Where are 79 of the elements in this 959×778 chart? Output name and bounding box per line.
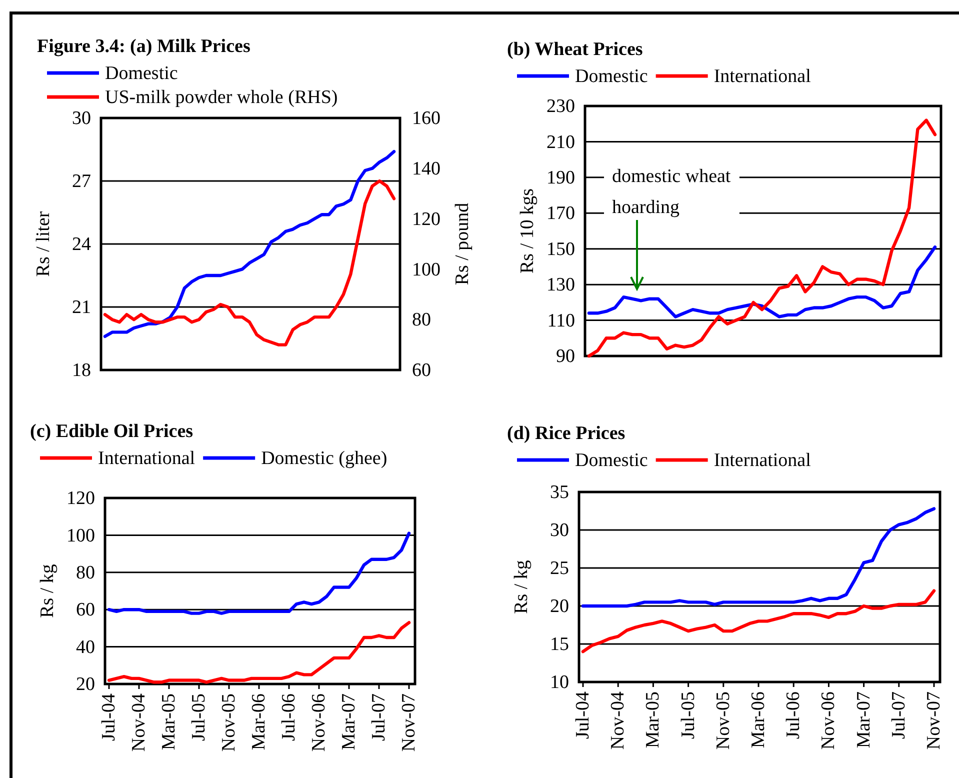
- y-tick-label: 150: [546, 238, 575, 260]
- x-tick-label: Mar-05: [642, 692, 664, 748]
- x-tick-label: Jul-07: [888, 692, 910, 739]
- y-tick-label: 25: [550, 558, 569, 580]
- line-series: [107, 532, 411, 615]
- x-tick-label: Nov-07: [924, 692, 944, 750]
- y-tick-label: 190: [546, 168, 575, 189]
- legend-label: International: [714, 450, 811, 471]
- line-series: [587, 118, 937, 358]
- x-tick-label: Jul-04: [98, 693, 120, 741]
- y-tick-label: 170: [546, 203, 575, 224]
- y-tick-label: 30: [72, 108, 91, 130]
- y-axis-title: Rs / 10 kgs: [517, 188, 538, 274]
- y-tick-label: 90: [556, 346, 575, 368]
- legend-label: US-milk powder whole (RHS): [105, 87, 338, 108]
- y-axis-title: Rs / kg: [511, 560, 532, 614]
- x-tick-label: Jul-07: [368, 694, 390, 741]
- y-tick-label: 80: [76, 562, 95, 584]
- x-tick-label: Mar-05: [158, 694, 180, 750]
- x-tick-label: Jul-06: [783, 692, 804, 739]
- annotation: domestic wheat hoarding: [612, 166, 732, 218]
- line-series: [107, 621, 411, 684]
- y2-tick-label: 160: [412, 108, 440, 130]
- legend-label: Domestic: [575, 66, 648, 87]
- line-series: [581, 507, 936, 608]
- y-tick-label: 10: [550, 672, 569, 694]
- x-tick-label: Mar-06: [748, 692, 769, 748]
- line-series: [103, 150, 396, 338]
- y-tick-label: 24: [72, 234, 92, 256]
- legend-label: Domestic (ghee): [261, 448, 388, 469]
- chart-title: (d) Rice Prices: [507, 423, 626, 444]
- x-tick-label: Jul-05: [678, 692, 699, 739]
- legend-label: Domestic: [575, 450, 648, 471]
- y-tick-label: 40: [76, 636, 95, 658]
- y2-tick-label: 60: [412, 360, 431, 382]
- y-tick-label: 20: [550, 596, 569, 618]
- y-tick-label: 18: [72, 360, 91, 382]
- x-tick-label: Jul-06: [278, 694, 300, 741]
- x-tick-label: Nov-06: [818, 692, 840, 750]
- y-tick-label: 20: [76, 674, 95, 696]
- legend-label: Domestic: [105, 63, 178, 84]
- x-tick-label: Nov-04: [608, 691, 629, 750]
- y2-tick-label: 80: [412, 310, 431, 331]
- y-axis-title: Rs / liter: [33, 210, 54, 277]
- y-tick-label: 110: [547, 310, 575, 332]
- y2-tick-label: 100: [412, 259, 440, 280]
- line-series: [581, 589, 936, 654]
- x-tick-label: Nov-06: [308, 694, 330, 752]
- line-series: [587, 245, 937, 318]
- y2-axis-title: Rs / pound: [452, 202, 473, 286]
- legend-label: International: [98, 448, 196, 469]
- y-tick-label: 230: [546, 96, 575, 118]
- x-tick-label: Mar-07: [338, 694, 360, 750]
- y-tick-label: 130: [546, 274, 575, 296]
- y2-tick-label: 120: [412, 208, 440, 230]
- y-tick-label: 120: [66, 488, 95, 510]
- x-tick-label: Mar-07: [853, 692, 874, 748]
- y-tick-label: 30: [550, 520, 569, 542]
- x-tick-label: Nov-07: [398, 694, 420, 752]
- y-tick-label: 35: [550, 482, 569, 504]
- y-tick-label: 27: [72, 171, 91, 192]
- y-tick-label: 100: [66, 525, 95, 546]
- x-tick-label: Jul-05: [188, 694, 210, 741]
- legend-label: International: [714, 66, 811, 87]
- y-tick-label: 15: [550, 634, 569, 656]
- x-tick-label: Mar-06: [248, 694, 270, 750]
- chart-title: Figure 3.4: (a) Milk Prices: [37, 36, 250, 57]
- x-tick-label: Nov-04: [128, 693, 150, 752]
- x-tick-label: Jul-04: [572, 691, 594, 739]
- chart-title: (b) Wheat Prices: [507, 39, 643, 60]
- x-tick-label: Nov-05: [218, 694, 240, 752]
- y2-tick-label: 140: [412, 158, 440, 180]
- y-tick-label: 210: [546, 132, 575, 153]
- y-tick-label: 60: [76, 600, 95, 621]
- y-tick-label: 21: [72, 297, 91, 318]
- chart-title: (c) Edible Oil Prices: [30, 421, 194, 442]
- y-axis-title: Rs / kg: [37, 564, 58, 618]
- line-series: [103, 179, 396, 346]
- x-tick-label: Nov-05: [712, 692, 734, 750]
